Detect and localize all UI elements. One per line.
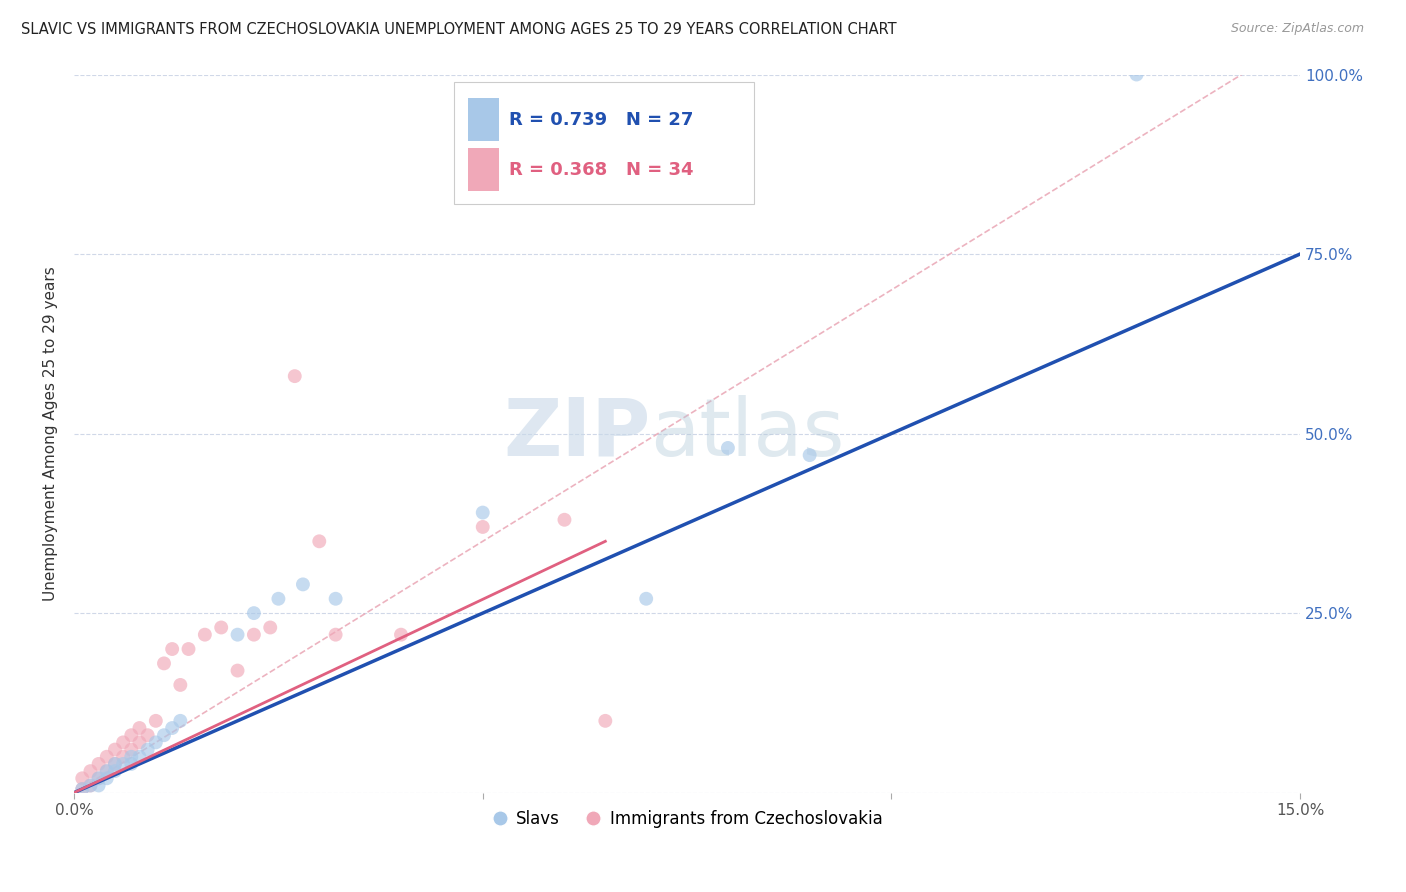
Point: [243, 628, 266, 642]
Point: [120, 742, 142, 756]
Legend: Slavs, Immigrants from Czechoslovakia: Slavs, Immigrants from Czechoslovakia: [485, 804, 890, 835]
Point: [87, 779, 110, 793]
Text: R = 0.368   N = 34: R = 0.368 N = 34: [509, 161, 693, 179]
Point: [169, 714, 191, 728]
FancyBboxPatch shape: [454, 82, 755, 203]
Point: [128, 749, 150, 764]
Point: [120, 728, 142, 742]
Point: [291, 577, 314, 591]
Point: [79, 779, 101, 793]
FancyBboxPatch shape: [468, 148, 499, 191]
Point: [104, 756, 127, 771]
Point: [87, 772, 110, 786]
Point: [177, 642, 200, 657]
Point: [243, 606, 266, 620]
Point: [160, 721, 183, 735]
Point: [284, 369, 307, 384]
Point: [553, 513, 575, 527]
Point: [389, 628, 412, 642]
Point: [194, 628, 217, 642]
Point: [128, 721, 150, 735]
Point: [104, 764, 127, 778]
Text: Source: ZipAtlas.com: Source: ZipAtlas.com: [1230, 22, 1364, 36]
Point: [120, 756, 142, 771]
Point: [112, 749, 135, 764]
Point: [209, 620, 232, 634]
Text: R = 0.739   N = 27: R = 0.739 N = 27: [509, 111, 693, 128]
Point: [1125, 68, 1147, 82]
Point: [136, 728, 159, 742]
Point: [104, 756, 127, 771]
Point: [128, 735, 150, 749]
Point: [112, 756, 135, 771]
Point: [471, 506, 494, 520]
Point: [259, 620, 281, 634]
Point: [112, 735, 135, 749]
Point: [160, 642, 183, 657]
Point: [96, 764, 118, 778]
Point: [72, 782, 94, 797]
Point: [325, 628, 347, 642]
Point: [799, 448, 821, 462]
Point: [153, 728, 176, 742]
Point: [636, 591, 658, 606]
Point: [595, 714, 617, 728]
Point: [226, 664, 249, 678]
Point: [96, 749, 118, 764]
Point: [120, 749, 142, 764]
Point: [79, 779, 101, 793]
Text: SLAVIC VS IMMIGRANTS FROM CZECHOSLOVAKIA UNEMPLOYMENT AMONG AGES 25 TO 29 YEARS : SLAVIC VS IMMIGRANTS FROM CZECHOSLOVAKIA…: [21, 22, 897, 37]
Point: [325, 591, 347, 606]
Point: [104, 742, 127, 756]
Point: [87, 772, 110, 786]
Point: [717, 441, 740, 455]
Point: [96, 772, 118, 786]
Point: [308, 534, 330, 549]
Point: [145, 735, 167, 749]
Y-axis label: Unemployment Among Ages 25 to 29 years: Unemployment Among Ages 25 to 29 years: [44, 266, 58, 601]
Point: [72, 782, 94, 797]
Point: [87, 756, 110, 771]
Point: [96, 764, 118, 778]
Text: atlas: atlas: [651, 394, 845, 473]
Text: ZIP: ZIP: [503, 394, 651, 473]
Point: [79, 764, 101, 778]
Point: [136, 742, 159, 756]
Point: [72, 772, 94, 786]
Point: [153, 657, 176, 671]
Point: [267, 591, 290, 606]
Point: [226, 628, 249, 642]
Point: [169, 678, 191, 692]
Point: [145, 714, 167, 728]
Point: [471, 520, 494, 534]
FancyBboxPatch shape: [468, 98, 499, 141]
